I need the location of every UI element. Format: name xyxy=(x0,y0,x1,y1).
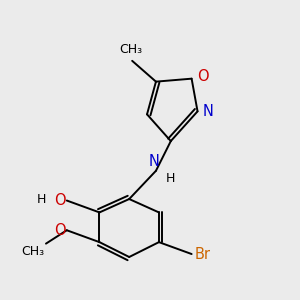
Text: H: H xyxy=(37,193,46,206)
Text: CH₃: CH₃ xyxy=(119,44,142,56)
Text: N: N xyxy=(203,104,214,119)
Text: N: N xyxy=(149,154,160,169)
Text: CH₃: CH₃ xyxy=(21,245,44,258)
Text: Br: Br xyxy=(195,247,211,262)
Text: O: O xyxy=(54,193,65,208)
Text: O: O xyxy=(54,223,65,238)
Text: O: O xyxy=(197,69,208,84)
Text: H: H xyxy=(166,172,175,185)
